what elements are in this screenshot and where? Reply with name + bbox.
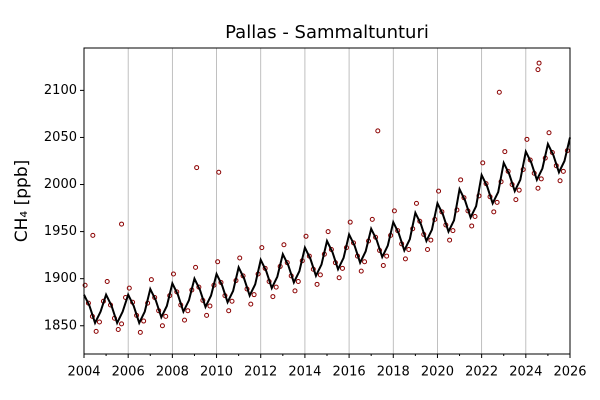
data-point <box>93 328 99 334</box>
data-point <box>295 279 301 285</box>
plot-frame <box>83 47 571 355</box>
data-point <box>204 312 210 318</box>
data-point <box>259 245 265 251</box>
data-point <box>96 319 102 325</box>
x-tick-label: 2004 <box>67 365 100 380</box>
data-point <box>251 292 257 298</box>
data-point <box>369 216 375 222</box>
data-point <box>185 308 191 314</box>
data-point <box>237 255 243 261</box>
data-point <box>137 329 143 335</box>
x-tick-label: 2022 <box>465 365 498 380</box>
data-point <box>406 246 412 252</box>
data-point <box>281 242 287 248</box>
data-point <box>494 199 500 205</box>
data-point <box>535 67 541 73</box>
x-tick-label: 2012 <box>244 365 277 380</box>
data-point <box>472 214 478 220</box>
data-point <box>215 259 221 265</box>
x-tick-label: 2018 <box>377 365 410 380</box>
data-point <box>216 169 222 175</box>
data-point <box>119 221 125 227</box>
data-point <box>325 229 331 235</box>
data-point <box>491 209 497 215</box>
data-point <box>314 281 320 287</box>
data-point <box>207 303 213 309</box>
data-point <box>436 188 442 194</box>
data-point <box>402 256 408 262</box>
data-point <box>513 197 519 203</box>
data-point <box>339 265 345 271</box>
data-point <box>458 177 464 183</box>
data-point <box>303 233 309 239</box>
data-point <box>380 262 386 268</box>
data-point <box>270 294 276 300</box>
data-point <box>447 237 453 243</box>
data-point <box>104 279 110 285</box>
x-tick-label: 2008 <box>156 365 189 380</box>
data-point <box>375 128 381 134</box>
data-point <box>347 219 353 225</box>
data-point <box>229 298 235 304</box>
x-tick-label: 2006 <box>112 365 145 380</box>
x-tick-label: 2016 <box>333 365 366 380</box>
y-tick-label: 1900 <box>44 271 77 286</box>
y-tick-label: 2000 <box>44 177 77 192</box>
data-point <box>317 272 323 278</box>
x-tick-label: 2010 <box>200 365 233 380</box>
data-point <box>362 259 368 265</box>
data-point <box>560 168 566 174</box>
data-point <box>193 264 199 270</box>
x-tick-label: 2026 <box>553 365 586 380</box>
data-point <box>450 228 456 234</box>
data-point <box>336 275 342 281</box>
data-point <box>425 246 431 252</box>
data-point <box>428 237 434 243</box>
y-tick-label: 2100 <box>44 83 77 98</box>
y-tick-label: 1950 <box>44 224 77 239</box>
data-point <box>538 176 544 182</box>
data-point <box>546 130 552 136</box>
data-point <box>248 301 254 307</box>
data-point <box>496 89 502 95</box>
data-point <box>170 271 176 277</box>
data-point <box>273 284 279 290</box>
data-point <box>163 313 169 319</box>
data-point <box>535 185 541 191</box>
data-point <box>82 282 88 288</box>
data-point <box>226 308 232 314</box>
y-tick-label: 1850 <box>44 318 77 333</box>
data-point <box>480 160 486 166</box>
data-point <box>194 165 200 171</box>
data-point <box>536 60 542 66</box>
data-point <box>557 178 563 184</box>
chart-title: Pallas - Sammaltunturi <box>225 22 429 43</box>
x-tick-label: 2014 <box>288 365 321 380</box>
data-point <box>469 223 475 229</box>
data-point <box>391 208 397 214</box>
y-tick-label: 2050 <box>44 130 77 145</box>
data-point <box>292 288 298 294</box>
x-tick-label: 2024 <box>509 365 542 380</box>
data-point <box>126 285 132 291</box>
data-point <box>413 200 419 206</box>
line <box>83 137 571 326</box>
x-tick-label: 2020 <box>421 365 454 380</box>
data-point <box>115 327 121 333</box>
data-point <box>119 321 125 327</box>
data-point <box>524 136 530 142</box>
y-axis-label: CH₄ [ppb] <box>12 160 32 243</box>
data-point <box>502 149 508 155</box>
data-point <box>384 253 390 259</box>
data-point <box>358 268 364 274</box>
data-point <box>159 323 165 329</box>
data-point <box>141 318 147 324</box>
data-point <box>148 277 154 283</box>
data-point <box>182 317 188 323</box>
data-point <box>516 187 522 193</box>
data-point <box>90 232 96 238</box>
